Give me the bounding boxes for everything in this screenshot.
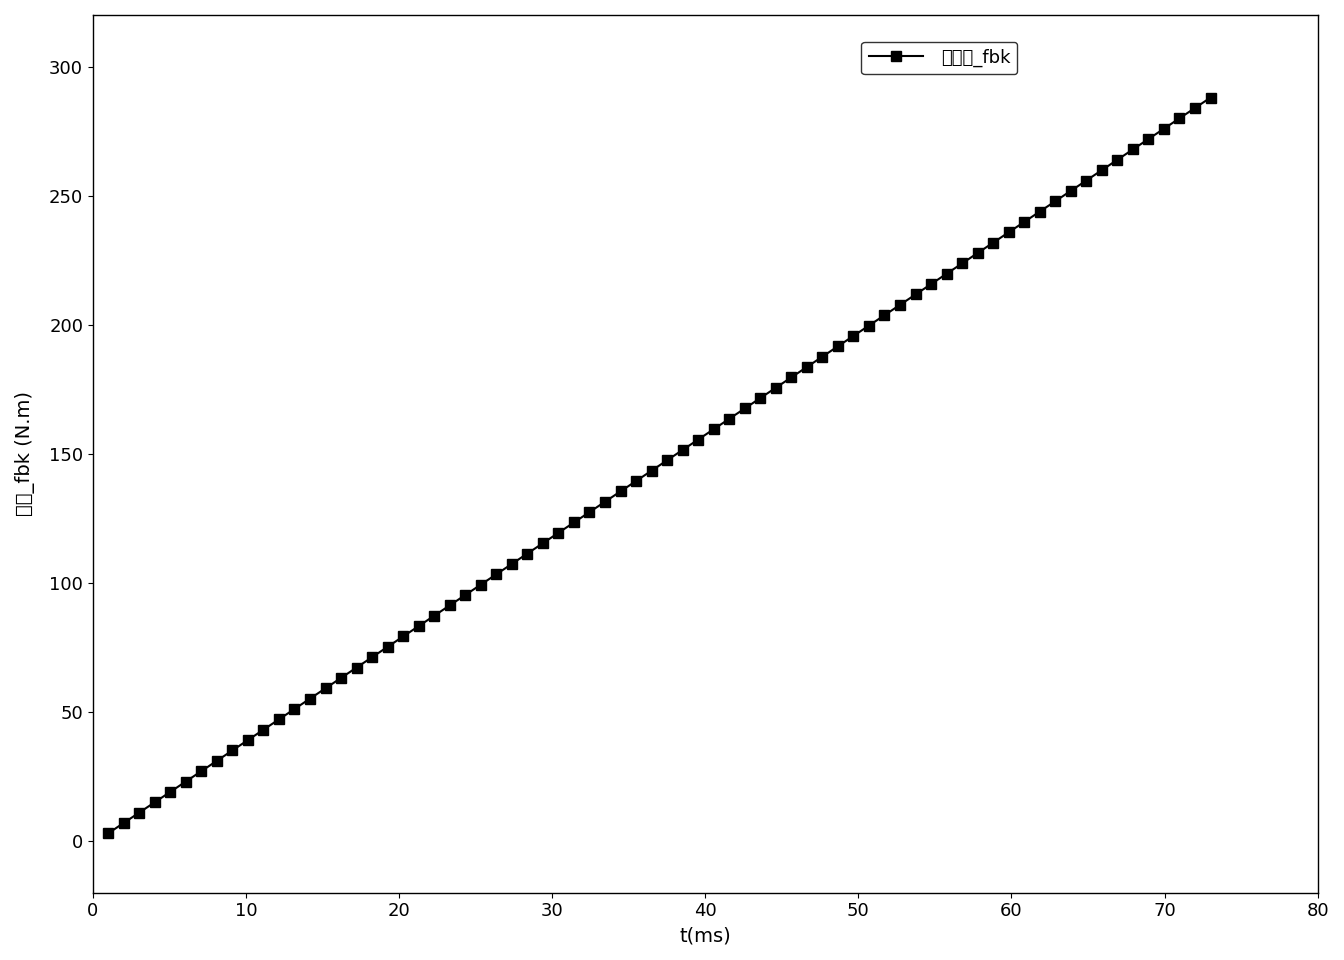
Legend: 转矩：_fbk: 转矩：_fbk [862,41,1017,74]
X-axis label: t(ms): t(ms) [680,926,731,945]
Y-axis label: 转矩_fbk (N.m): 转矩_fbk (N.m) [15,392,35,516]
转矩：_fbk [99,828,116,839]
转矩：_fbk [798,361,814,372]
Line: 转矩：_fbk: 转矩：_fbk [103,93,1215,838]
转矩：_fbk [364,652,380,663]
转矩：_fbk [845,330,862,342]
转矩：_fbk [473,579,489,590]
转矩：_fbk [255,724,271,735]
转矩：_fbk [722,413,738,424]
转矩：_fbk [1203,92,1219,104]
